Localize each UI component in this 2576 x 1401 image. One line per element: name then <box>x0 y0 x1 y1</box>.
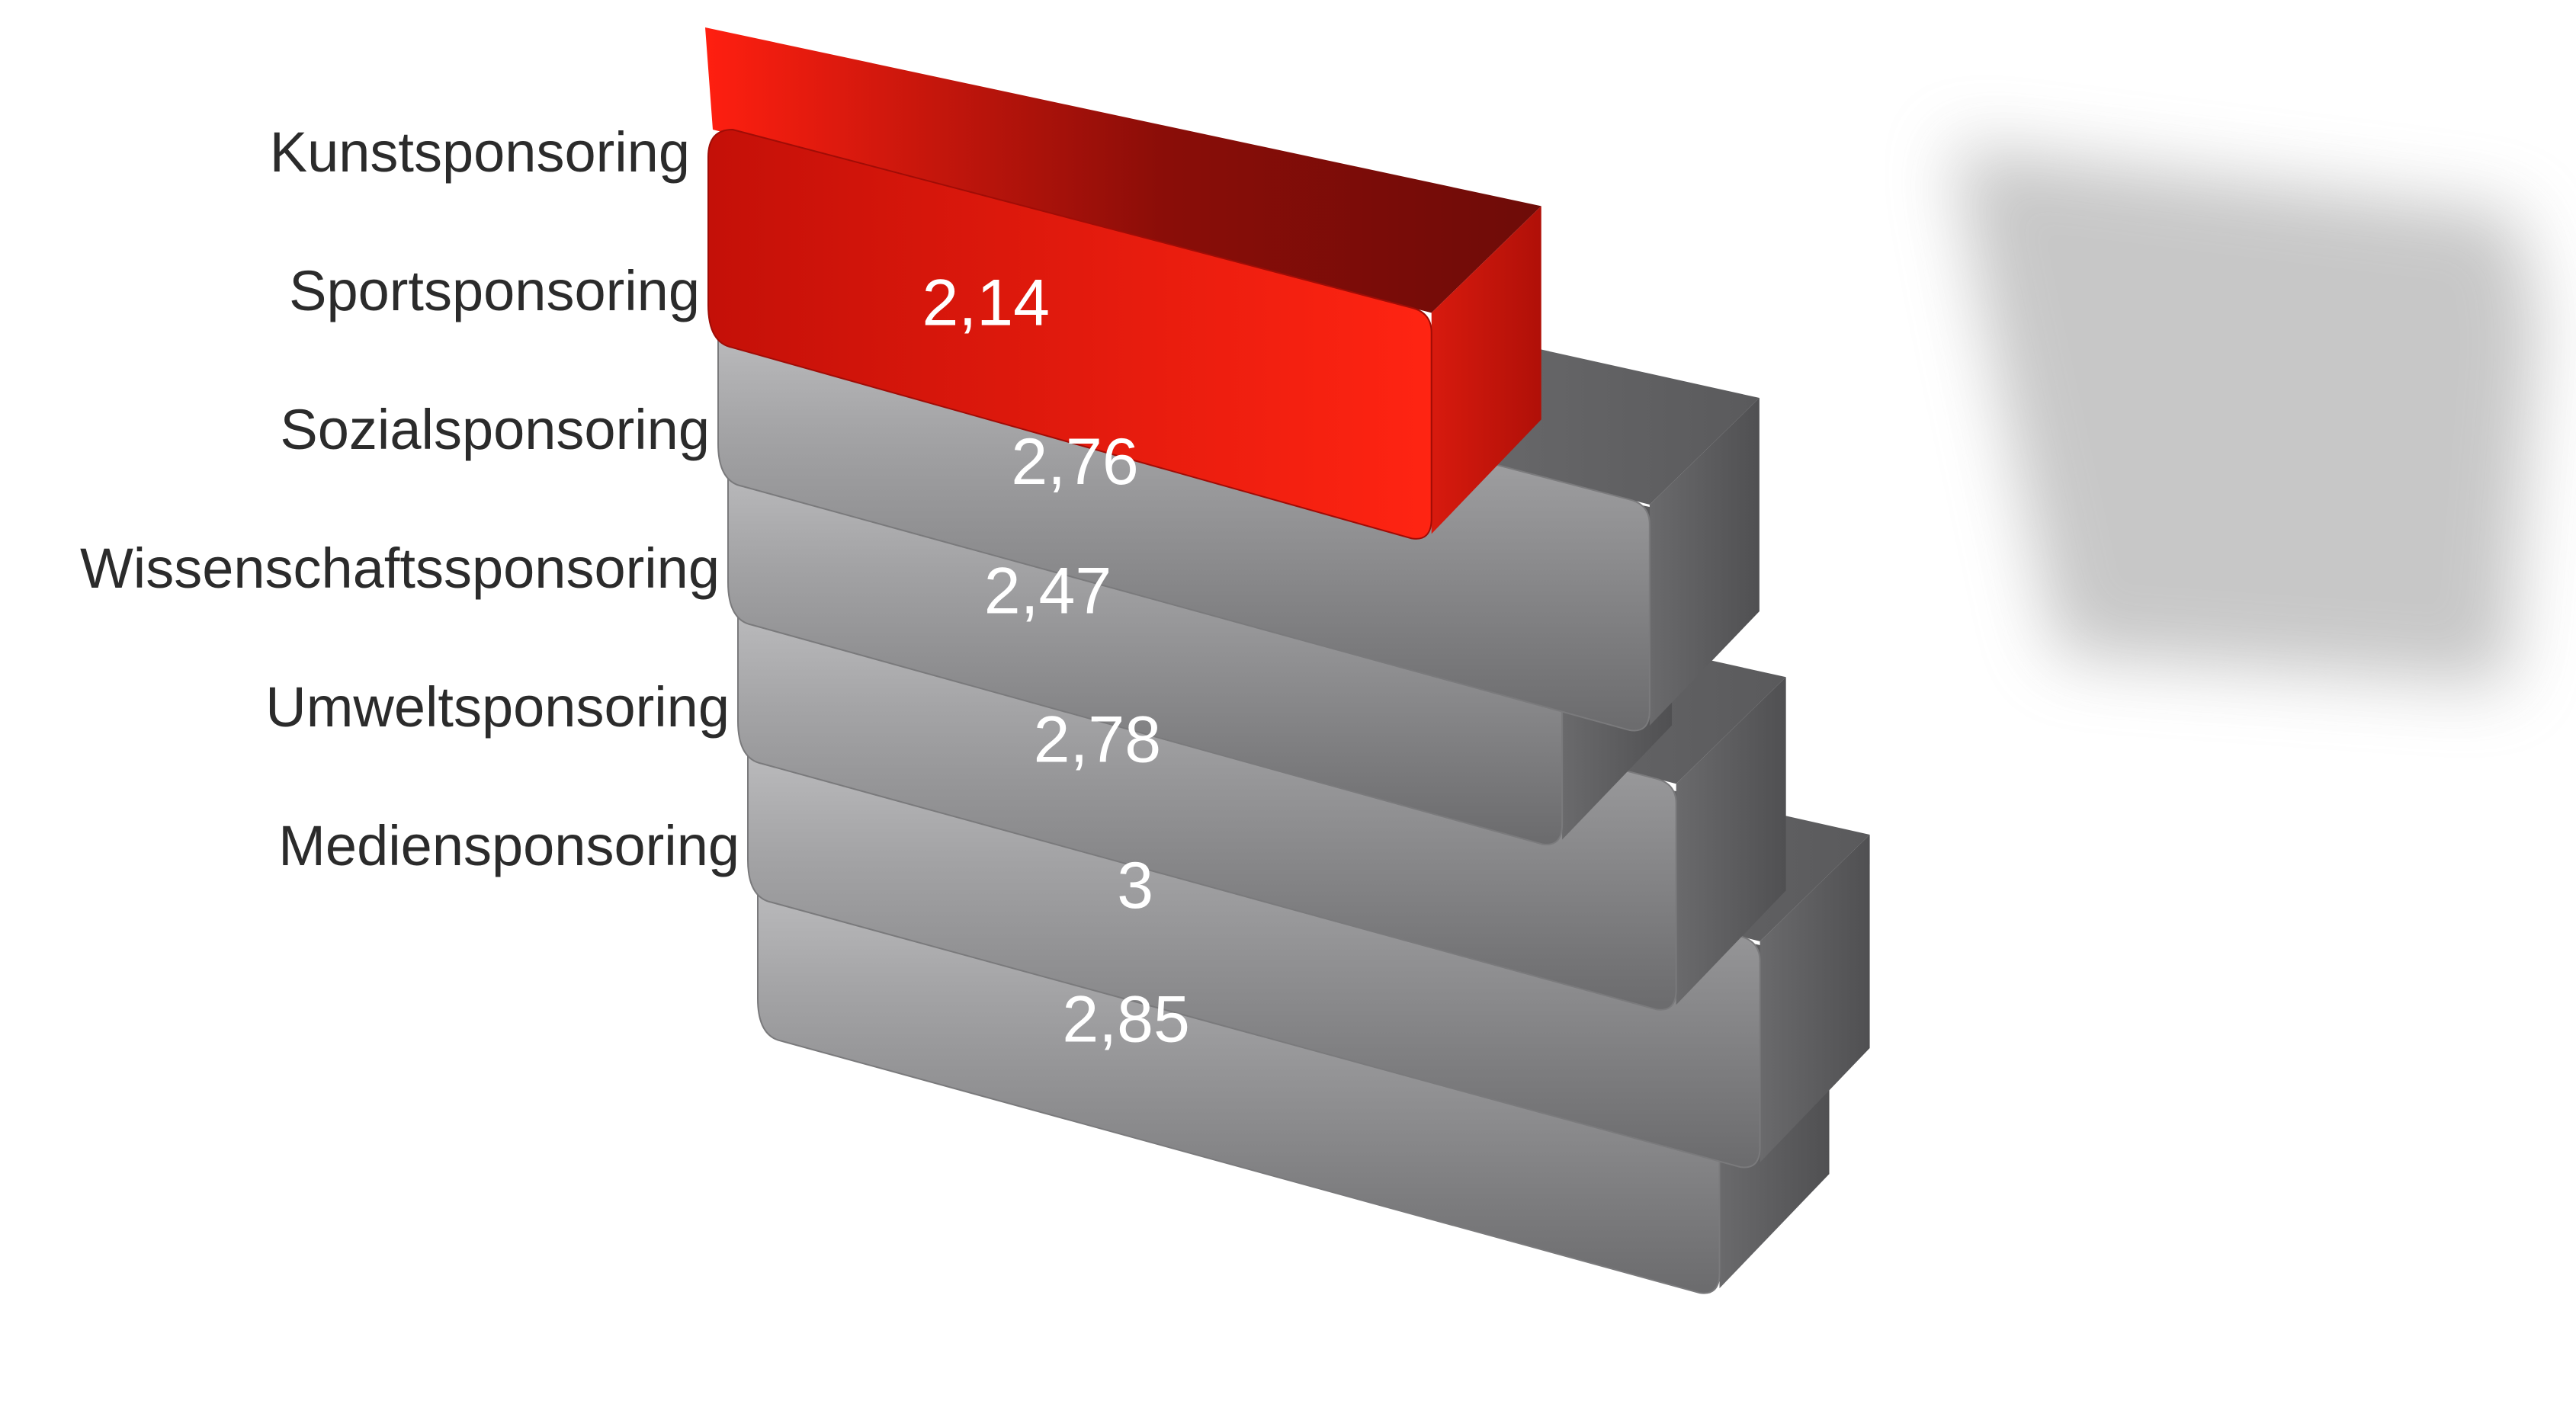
value-label-umweltsponsoring: 3 <box>1117 849 1153 922</box>
category-label-sozialsponsoring: Sozialsponsoring <box>280 398 710 461</box>
chart-shadow <box>1952 145 2539 686</box>
value-label-sportsponsoring: 2,76 <box>1011 425 1138 499</box>
bar-top <box>705 27 1541 313</box>
bar-kunstsponsoring <box>705 27 1541 540</box>
bar-end <box>1431 206 1541 534</box>
category-labels: Mediensponsoring Umweltsponsoring Wissensc… <box>80 120 739 877</box>
value-labels: 2,85 3 2,78 2,47 2,76 2,14 <box>922 266 1190 1056</box>
bar-end <box>1676 677 1786 1005</box>
bar-end <box>1760 835 1870 1163</box>
category-label-umweltsponsoring: Umweltsponsoring <box>265 675 730 739</box>
value-label-wissenschaftssponsoring: 2,78 <box>1034 704 1161 777</box>
category-label-kunstsponsoring: Kunstsponsoring <box>270 120 690 184</box>
bars-layer <box>705 27 1870 1294</box>
value-label-kunstsponsoring: 2,14 <box>922 266 1050 339</box>
category-label-sportsponsoring: Sportsponsoring <box>289 259 700 322</box>
value-label-sozialsponsoring: 2,47 <box>984 554 1112 627</box>
bar-end <box>1649 398 1760 726</box>
bar-face <box>707 128 1432 540</box>
category-label-wissenschaftssponsoring: Wissenschaftssponsoring <box>80 537 720 600</box>
category-label-mediensponsoring: Mediensponsoring <box>278 814 739 877</box>
value-label-mediensponsoring: 2,85 <box>1062 983 1189 1056</box>
